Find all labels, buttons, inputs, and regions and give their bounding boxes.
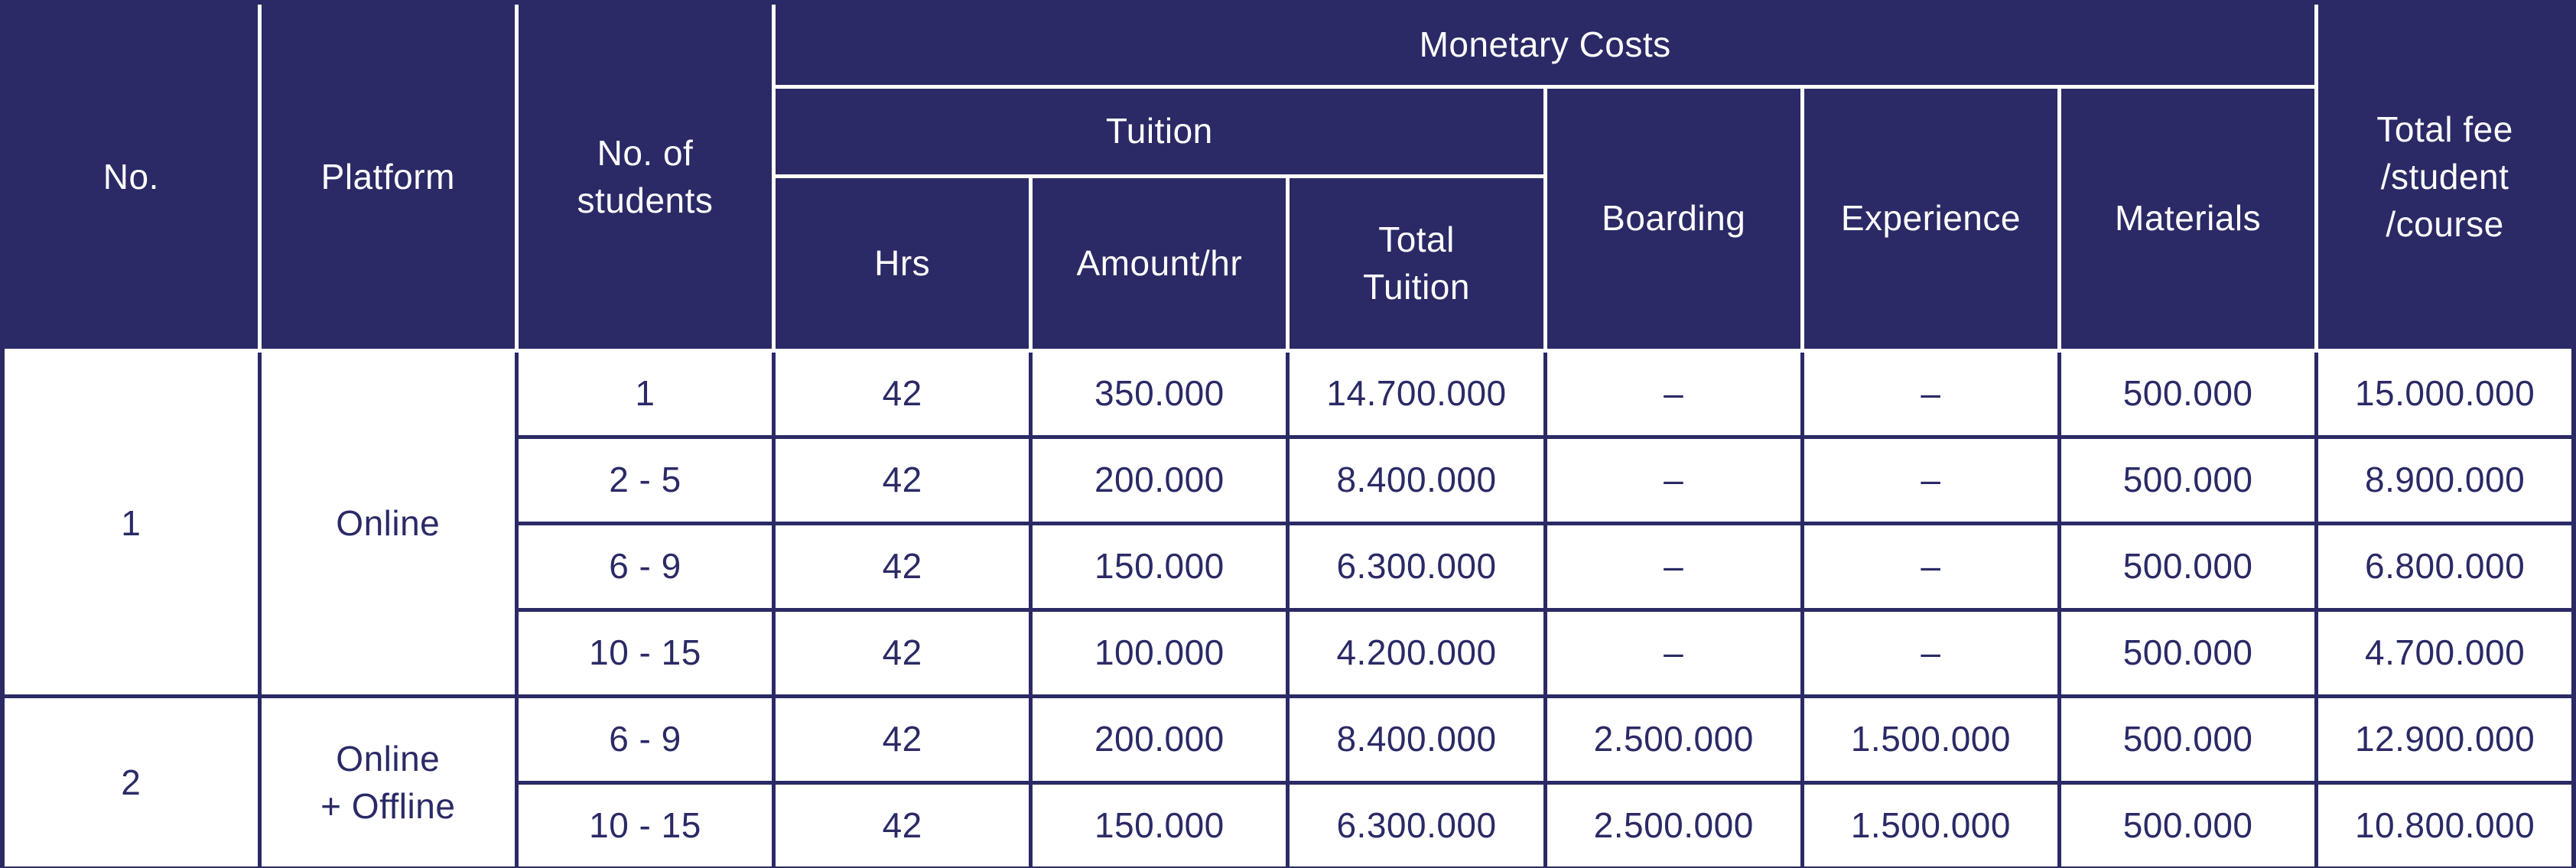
cell-students: 6 - 9 [514,521,776,612]
cell-total-tuition: 4.200.000 [1286,607,1547,698]
cell-hrs: 42 [772,780,1033,868]
header-row-1: No. Platform No. of students Monetary Co… [0,0,2576,353]
cell-boarding: 2.500.000 [1543,694,1804,785]
cell-experience: – [1800,607,2062,698]
header-platform: Platform [257,0,519,353]
cell-total-fee: 8.900.000 [2314,434,2576,525]
group-number-cell: 1 [0,348,262,698]
cell-total-fee: 4.700.000 [2314,607,2576,698]
cell-total-fee: 12.900.000 [2314,694,2576,785]
cell-amount-hr: 150.000 [1029,780,1290,868]
table-row: 10 - 15 42 150.000 6.300.000 2.500.000 1.500.… [2,780,2576,868]
cell-total-tuition: 14.700.000 [1286,348,1547,439]
cell-amount-hr: 200.000 [1029,434,1290,525]
table-body: 1 Online 1 42 350.000 14.700.000– –500.000 15.0… [0,348,2576,868]
cell-experience: – [1800,434,2062,525]
cell-materials: 500.000 [2057,607,2319,698]
header-no: No. [0,0,262,353]
cell-materials: 500.000 [2057,694,2319,785]
cell-amount-hr: 100.000 [1029,607,1290,698]
cell-total-fee: 15.000.000 [2314,348,2576,439]
cell-experience: 1.500.000 [1800,694,2062,785]
group-platform-cell: Online + Offline [257,694,519,868]
cell-students: 1 [514,348,776,439]
cell-total-fee: 6.800.000 [2314,521,2576,612]
cell-total-tuition: 8.400.000 [1286,434,1547,525]
header-hrs: Hrs [772,174,1033,353]
cell-students: 2 - 5 [514,434,776,525]
cell-total-fee: 10.800.000 [2314,780,2576,868]
group-number-cell: 2 [0,694,262,868]
header-experience: Experience [1800,84,2062,353]
cell-boarding: – [1543,348,1804,439]
cell-materials: 500.000 [2057,780,2319,868]
cell-total-tuition: 8.400.000 [1286,694,1547,785]
cell-total-tuition: 6.300.000 [1286,521,1547,612]
cell-hrs: 42 [772,694,1033,785]
cell-boarding: – [1543,434,1804,525]
cell-experience: – [1800,348,2062,439]
cell-hrs: 42 [772,348,1033,439]
cell-experience: – [1800,521,2062,612]
cell-materials: 500.000 [2057,434,2319,525]
header-monetary-costs: Monetary Costs [772,0,2319,89]
header-total-tuition: Total Tuition [1286,174,1547,353]
cell-hrs: 42 [772,607,1033,698]
cell-amount-hr: 150.000 [1029,521,1290,612]
cell-materials: 500.000 [2057,521,2319,612]
header-tuition: Tuition [772,84,1547,178]
cell-boarding: 2.500.000 [1543,780,1804,868]
cell-boarding: – [1543,521,1804,612]
group-platform-cell: Online [257,348,519,698]
cell-boarding: – [1543,607,1804,698]
cell-hrs: 42 [772,521,1033,612]
cell-students: 6 - 9 [514,694,776,785]
table-row: 2 - 5 42 200.000 8.400.000– –500.000 8.900.00… [2,434,2576,525]
header-materials: Materials [2057,84,2319,353]
cell-total-tuition: 6.300.000 [1286,780,1547,868]
table-header: No. Platform No. of students Monetary Co… [0,0,2576,353]
table-row: 2 Online + Offline 6 - 9 42 200.000 8.400.000… [0,694,2576,868]
cell-students: 10 - 15 [514,607,776,698]
header-row-3: Hrs Amount/hr Total Tuition [2,174,2574,353]
table-row: 1 Online 1 42 350.000 14.700.000– –500.000 15.0… [0,348,2576,698]
cell-hrs: 42 [772,434,1033,525]
header-students: No. of students [514,0,776,353]
cell-students: 10 - 15 [514,780,776,868]
table-row: 10 - 15 42 100.000 4.200.000– –500.000 4.700.… [2,607,2576,698]
table-row: 6 - 9 42 150.000 6.300.000– –500.000 6.800.00… [2,521,2576,612]
cell-materials: 500.000 [2057,348,2319,439]
cell-amount-hr: 200.000 [1029,694,1290,785]
header-row-2: Tuition Boarding Experience Materials [2,84,2574,353]
header-total-fee: Total fee /student /course [2314,0,2576,353]
header-amount-hr: Amount/hr [1029,174,1290,353]
cell-amount-hr: 350.000 [1029,348,1290,439]
header-boarding: Boarding [1543,84,1804,353]
cell-experience: 1.500.000 [1800,780,2062,868]
